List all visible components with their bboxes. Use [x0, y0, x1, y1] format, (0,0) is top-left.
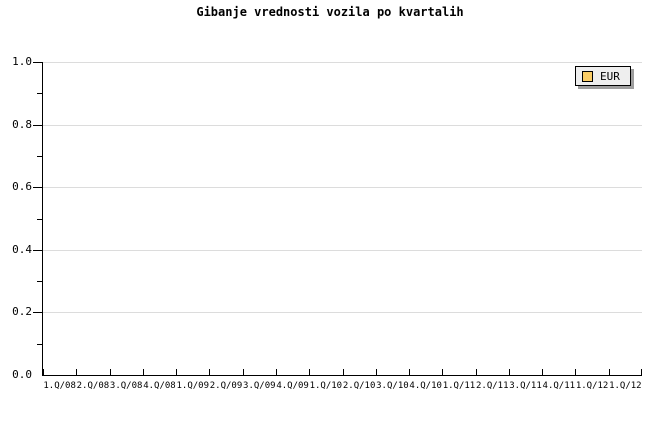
- x-tick-label: 1.Q/12: [609, 381, 642, 391]
- y-minor-tick: [37, 219, 42, 220]
- y-minor-tick: [37, 344, 42, 345]
- x-tick: [641, 369, 642, 375]
- x-tick: [76, 369, 77, 375]
- x-tick-label: 4.Q/09: [276, 381, 309, 391]
- y-gridline: [43, 250, 642, 251]
- x-tick-label: 2.Q/10: [342, 381, 376, 391]
- x-tick: [343, 369, 344, 375]
- legend-label: EUR: [600, 69, 620, 83]
- x-tick-label: 1.Q/12: [575, 381, 609, 391]
- x-tick: [476, 369, 477, 375]
- y-major-tick: [33, 187, 42, 188]
- x-tick-label: 2.Q/08: [76, 381, 110, 391]
- y-major-tick: [33, 62, 42, 63]
- y-gridline: [43, 312, 642, 313]
- y-minor-tick: [37, 156, 42, 157]
- y-major-tick: [33, 312, 42, 313]
- y-minor-tick: [37, 281, 42, 282]
- x-tick-label: 1.Q/10: [309, 381, 343, 391]
- y-gridline: [43, 62, 642, 63]
- x-tick-label: 1.Q/11: [442, 381, 476, 391]
- y-minor-tick: [37, 93, 42, 94]
- y-tick-label: 0.6: [12, 180, 32, 193]
- x-tick-label: 4.Q/08: [143, 381, 176, 391]
- x-tick: [43, 369, 44, 375]
- x-tick: [309, 369, 310, 375]
- x-tick: [176, 369, 177, 375]
- y-gridline: [43, 125, 642, 126]
- y-tick-label: 0.0: [12, 368, 32, 381]
- x-tick-label: 1.Q/08: [43, 381, 76, 391]
- x-tick: [376, 369, 377, 375]
- plot-area: [33, 62, 642, 376]
- x-tick: [442, 369, 443, 375]
- x-tick-label: 3.Q/08: [109, 381, 143, 391]
- x-tick: [542, 369, 543, 375]
- x-tick: [509, 369, 510, 375]
- x-tick: [110, 369, 111, 375]
- legend: EUR: [575, 66, 631, 86]
- x-tick: [209, 369, 210, 375]
- x-tick: [143, 369, 144, 375]
- x-tick-label: 3.Q/10: [376, 381, 409, 391]
- y-tick-label: 0.4: [12, 243, 32, 256]
- x-tick-label: 4.Q/11: [542, 381, 576, 391]
- x-tick: [609, 369, 610, 375]
- x-tick-label: 2.Q/11: [475, 381, 509, 391]
- x-tick-label: 3.Q/11: [509, 381, 542, 391]
- x-tick-label: 3.Q/09: [243, 381, 276, 391]
- y-tick-label: 0.8: [12, 118, 32, 131]
- y-gridline: [43, 187, 642, 188]
- x-tick-label: 1.Q/09: [176, 381, 209, 391]
- x-tick-label: 2.Q/09: [209, 381, 243, 391]
- y-tick-label: 0.2: [12, 305, 32, 318]
- x-tick-label: 4.Q/10: [409, 381, 442, 391]
- x-tick: [276, 369, 277, 375]
- x-tick: [575, 369, 576, 375]
- y-major-tick: [33, 250, 42, 251]
- chart-title: Gibanje vrednosti vozila po kvartalih: [196, 5, 464, 19]
- legend-swatch-eur-icon: [582, 70, 593, 82]
- y-major-tick: [33, 125, 42, 126]
- x-tick: [243, 369, 244, 375]
- x-tick: [409, 369, 410, 375]
- y-tick-label: 1.0: [12, 55, 32, 68]
